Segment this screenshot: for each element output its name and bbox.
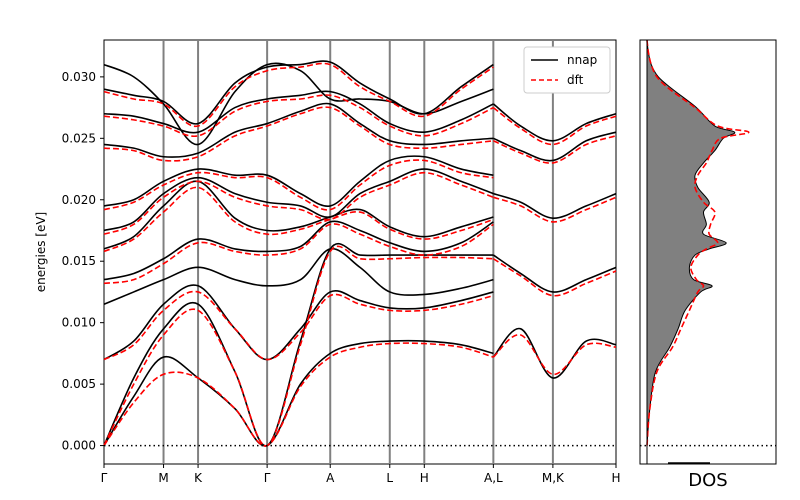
band-line-nnap — [103, 220, 494, 281]
x-tick-label: K — [194, 471, 203, 485]
y-axis-label: energies [eV] — [34, 212, 48, 292]
y-tick-label: 0.025 — [62, 131, 96, 145]
band-line-dft — [493, 196, 617, 223]
band-line-dft — [493, 135, 617, 164]
band-line-dft — [103, 171, 494, 235]
y-tick-label: 0.005 — [62, 377, 96, 391]
band-line-dft — [492, 106, 617, 146]
band-line-dft — [492, 334, 617, 376]
band-line-nnap — [103, 168, 494, 232]
band-line-dft — [103, 290, 494, 361]
band-line-dft — [103, 106, 494, 162]
band-line-nnap — [492, 254, 617, 293]
legend-label-dft: dft — [567, 73, 584, 87]
x-tick-label: Γ — [264, 471, 271, 485]
band-line-nnap — [103, 90, 494, 134]
band-line-nnap — [103, 102, 494, 158]
band-line-nnap — [492, 327, 617, 379]
band-line-nnap — [492, 103, 617, 142]
x-tick-label: M,K — [542, 471, 565, 485]
y-tick-label: 0.000 — [62, 439, 96, 453]
dos-line-dft — [646, 39, 750, 446]
x-tick-label: H — [420, 471, 429, 485]
band-line-nnap — [103, 62, 494, 146]
band-line-dft — [103, 186, 494, 253]
band-curves — [103, 60, 617, 447]
dos-curves — [646, 39, 750, 464]
dos-x-axis-label: DOS — [688, 470, 727, 491]
legend-box — [523, 46, 611, 94]
y-tick-label: 0.030 — [62, 70, 96, 84]
x-axis-ticks: Γ M K Γ A L H A,L M,K H — [101, 464, 621, 485]
band-line-nnap — [103, 284, 494, 361]
band-line-dft — [103, 159, 494, 211]
dos-panel: DOS — [639, 39, 777, 491]
band-line-nnap — [103, 339, 494, 447]
band-line-dft — [103, 94, 494, 138]
band-line-nnap — [103, 180, 494, 250]
band-line-dft — [492, 258, 617, 297]
legend: nnap dft — [523, 46, 611, 94]
x-tick-label: A,L — [484, 471, 503, 485]
dos-line-nnap — [646, 39, 736, 446]
x-tick-label: L — [386, 471, 393, 485]
band-axes-frame — [103, 39, 617, 465]
x-tick-label: A — [326, 471, 335, 485]
high-symmetry-lines — [162, 40, 554, 464]
y-tick-label: 0.020 — [62, 193, 96, 207]
dos-area-nnap — [647, 40, 735, 446]
band-line-dft — [103, 245, 494, 447]
band-line-dft — [103, 62, 494, 127]
legend-label-nnap: nnap — [567, 53, 597, 67]
band-line-dft — [103, 342, 494, 447]
band-line-nnap — [103, 155, 494, 207]
dos-axes-frame — [639, 39, 777, 465]
y-axis-ticks: 0.000 0.005 0.010 0.015 0.020 0.025 0.030 — [62, 70, 104, 453]
band-line-nnap — [493, 192, 617, 220]
band-line-nnap — [103, 248, 494, 305]
y-tick-label: 0.010 — [62, 316, 96, 330]
band-line-dft — [103, 223, 494, 285]
x-tick-label: M — [158, 471, 168, 485]
y-tick-label: 0.015 — [62, 254, 96, 268]
band-line-nnap — [493, 131, 617, 162]
x-tick-label: H — [611, 471, 620, 485]
x-tick-label: Γ — [101, 471, 108, 485]
